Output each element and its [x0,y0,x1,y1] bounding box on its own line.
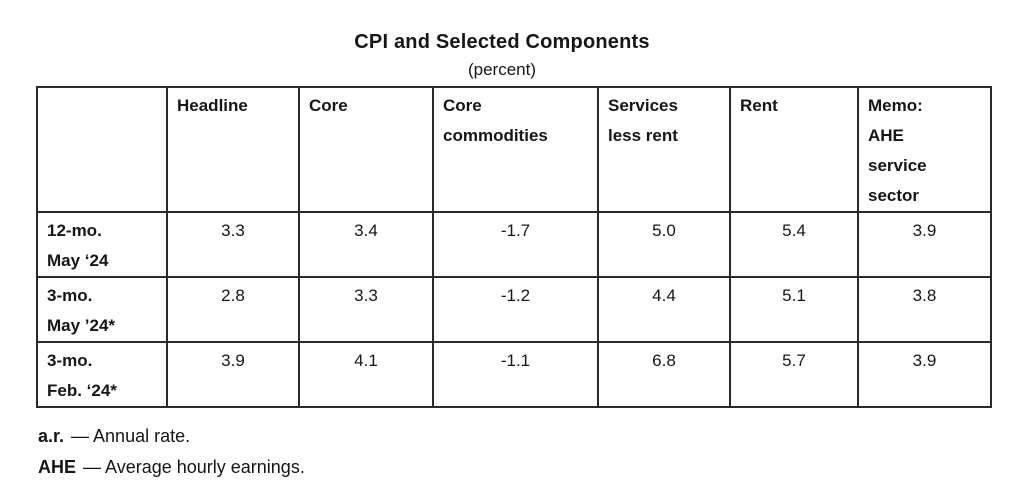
table-row-3mo-may24: 3-mo. May ’24* 2.8 3.3 -1.2 4.4 5.1 3.8 [36,276,992,343]
cell-core: 3.4 [298,211,434,278]
cell-core-commodities: -1.1 [432,341,599,408]
cell-memo-ahe: 3.9 [857,211,992,278]
footnote-term: a.r. [38,426,65,446]
footnote-annual-rate: a.r. — Annual rate. [38,421,305,452]
table-title: CPI and Selected Components [354,31,650,53]
cell-memo-ahe: 3.8 [857,276,992,343]
cell-rent: 5.4 [729,211,859,278]
column-header-blank [36,86,168,213]
cell-core-commodities: -1.7 [432,211,599,278]
row-label-3mo-feb24: 3-mo. Feb. ‘24* [36,341,168,408]
footnote-term: AHE [38,457,77,477]
column-header-core: Core [298,86,434,213]
cell-headline: 3.3 [166,211,300,278]
cpi-table: Headline Core Core commodities Services … [36,86,992,408]
column-header-rent: Rent [729,86,859,213]
cell-services-less-rent: 6.8 [597,341,731,408]
cell-rent: 5.7 [729,341,859,408]
column-header-memo-ahe: Memo: AHE service sector [857,86,992,213]
table-row-12mo-may24: 12-mo. May ‘24 3.3 3.4 -1.7 5.0 5.4 3.9 [36,211,992,278]
cell-services-less-rent: 5.0 [597,211,731,278]
footnote-ahe: AHE — Average hourly earnings. [38,452,305,483]
cell-core: 4.1 [298,341,434,408]
cell-core-commodities: -1.2 [432,276,599,343]
cell-memo-ahe: 3.9 [857,341,992,408]
table-row-3mo-feb24: 3-mo. Feb. ‘24* 3.9 4.1 -1.1 6.8 5.7 3.9 [36,341,992,408]
table-subtitle: (percent) [467,60,537,79]
cell-headline: 3.9 [166,341,300,408]
column-header-services-less-rent: Services less rent [597,86,731,213]
cell-core: 3.3 [298,276,434,343]
footnote-definition: — Average hourly earnings. [83,457,305,477]
row-label-3mo-may24: 3-mo. May ’24* [36,276,168,343]
column-header-core-commodities: Core commodities [432,86,599,213]
row-label-12mo-may24: 12-mo. May ‘24 [36,211,168,278]
header-row: Headline Core Core commodities Services … [36,86,992,213]
footnotes: a.r. — Annual rate. AHE — Average hourly e… [38,421,305,483]
cell-headline: 2.8 [166,276,300,343]
cell-services-less-rent: 4.4 [597,276,731,343]
cell-rent: 5.1 [729,276,859,343]
column-header-headline: Headline [166,86,300,213]
footnote-definition: — Annual rate. [71,426,191,446]
